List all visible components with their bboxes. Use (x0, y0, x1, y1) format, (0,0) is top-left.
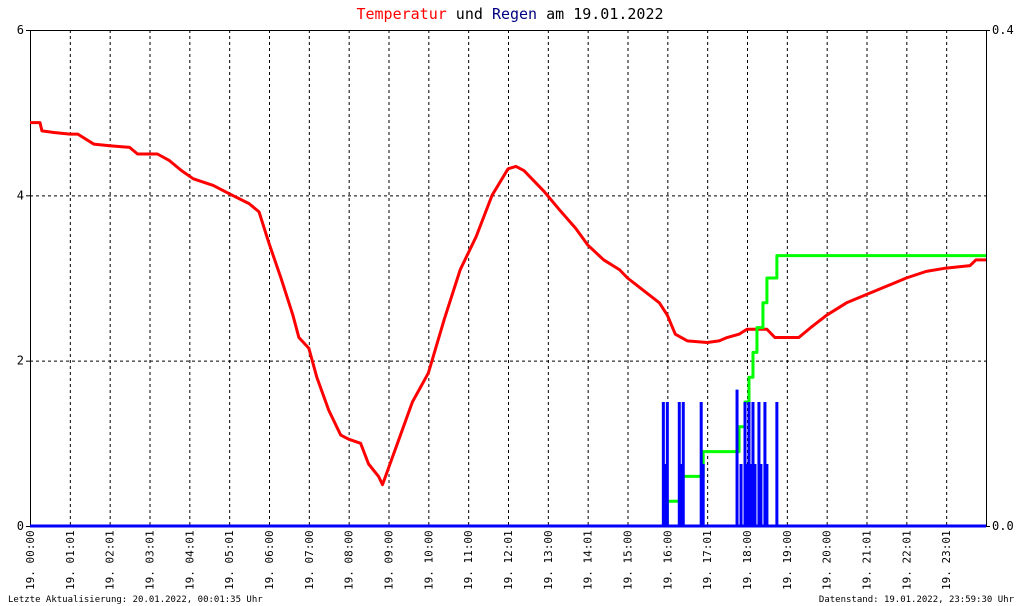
x-tick-label: 19. 14:01 (582, 530, 595, 590)
x-tick-label: 19. 04:01 (183, 530, 196, 590)
tick-labels: 0 2 4 6 0.0 0.4 19. 00:00 19. 01:01 19. 02:01 19.… (17, 23, 1014, 590)
y-right-tick-label: 0.4 (992, 23, 1014, 37)
x-tick-label: 19. 15:00 (622, 530, 635, 590)
x-tick-label: 19. 05:01 (223, 530, 236, 590)
x-tick-label: 19. 22:01 (900, 530, 913, 590)
y-right-tick-label: 0.0 (992, 519, 1014, 533)
x-tick-label: 19. 19:00 (781, 530, 794, 590)
series-group (30, 121, 986, 528)
x-tick-label: 19. 13:00 (542, 530, 555, 590)
title-temperature: Temperatur (356, 5, 446, 23)
title-rain: Regen (492, 5, 537, 23)
x-tick-label: 19. 11:00 (462, 530, 475, 590)
x-tick-label: 19. 03:01 (144, 530, 157, 590)
x-tick-label: 19. 16:00 (661, 530, 674, 590)
temperature-line (30, 121, 986, 487)
x-tick-label: 19. 07:00 (303, 530, 316, 590)
x-tick-label: 19. 23:01 (940, 530, 953, 590)
footer-last-update: Letzte Aktualisierung: 20.01.2022, 00:01… (8, 595, 263, 605)
x-tick-label: 19. 17:01 (701, 530, 714, 590)
x-tick-label: 19. 01:01 (64, 530, 77, 590)
x-tick-label: 19. 20:00 (821, 530, 834, 590)
title-and: und (447, 5, 492, 23)
x-tick-label: 19. 18:00 (741, 530, 754, 590)
x-tick-label: 19. 00:00 (24, 530, 37, 590)
x-tick-label: 19. 10:00 (422, 530, 435, 590)
x-tick-label: 19. 12:01 (502, 530, 515, 590)
y-left-tick-label: 0 (17, 519, 24, 533)
title-date: am 19.01.2022 (537, 5, 663, 23)
chart-title: Temperatur und Regen am 19.01.2022 (356, 5, 663, 23)
x-tick-label: 19. 02:01 (104, 530, 117, 590)
y-left-tick-label: 4 (17, 188, 24, 202)
y-left-tick-label: 2 (17, 354, 24, 368)
footer-data-status: Datenstand: 19.01.2022, 23:59:30 Uhr (819, 595, 1015, 605)
x-tick-label: 19. 08:00 (343, 530, 356, 590)
x-tick-label: 19. 21:01 (861, 530, 874, 590)
x-tick-label: 19. 06:00 (263, 530, 276, 590)
x-tick-label: 19. 09:00 (383, 530, 396, 590)
y-left-tick-label: 6 (17, 23, 24, 37)
